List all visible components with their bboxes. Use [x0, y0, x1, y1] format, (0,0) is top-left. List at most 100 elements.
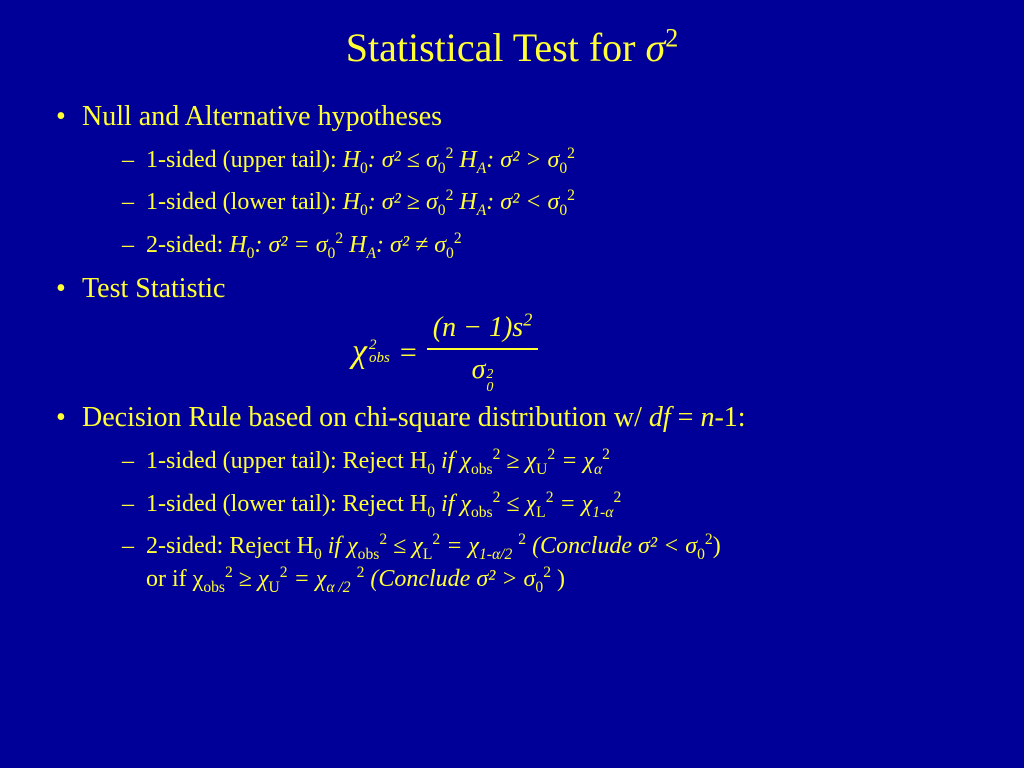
sub: 0: [559, 202, 567, 219]
rule-upper: 1-sided (upper tail): Reject H0 if χobs2…: [82, 445, 976, 477]
eq: = χ: [440, 533, 479, 559]
text: 1-sided (upper tail): Reject H: [146, 448, 427, 474]
sub: 0: [446, 245, 454, 262]
rel: : σ² > σ: [486, 147, 559, 173]
ha: H: [349, 232, 366, 258]
sub: obs: [358, 546, 380, 563]
slide-title: Statistical Test for σ2: [48, 24, 976, 71]
paren: (: [433, 312, 442, 343]
n: n: [700, 402, 714, 433]
or-if: or if χ: [146, 566, 203, 592]
s: s: [512, 312, 523, 343]
bullet-list: Null and Alternative hypotheses 1-sided …: [48, 99, 976, 595]
rule-lower: 1-sided (lower tail): Reject H0 if χobs 2…: [82, 488, 976, 520]
rel: ≥ χ: [500, 448, 536, 474]
chi: if χ: [435, 491, 471, 517]
rel: : σ² ≤ σ: [368, 147, 438, 173]
sup: 2: [454, 230, 462, 247]
title-sigma: σ: [646, 25, 666, 70]
df: df: [649, 402, 671, 433]
post: -1:: [714, 402, 745, 433]
sub: A: [477, 160, 487, 177]
sub: 0: [360, 202, 368, 219]
rule-2sided: 2-sided: Reject H0 if χobs2 ≤ χL2 = χ1-α…: [82, 530, 976, 595]
sub: obs: [369, 352, 390, 366]
minus1: − 1): [456, 312, 512, 343]
h0: H: [343, 189, 360, 215]
rel: : σ² < σ: [486, 189, 559, 215]
rel: : σ² = σ: [254, 232, 327, 258]
sup: 2: [613, 489, 621, 506]
sub-list-hypotheses: 1-sided (upper tail): H0: σ² ≤ σ02 HA: σ…: [82, 144, 976, 261]
sub: 1-α/2: [479, 546, 512, 563]
rel: ≤ χ: [387, 533, 423, 559]
eq: = χ: [288, 566, 327, 592]
sup: 2: [225, 564, 233, 581]
eq: = χ: [555, 448, 594, 474]
sup: 2: [543, 564, 551, 581]
sub: 0: [360, 160, 368, 177]
sup: 2: [280, 564, 288, 581]
sub: 0: [427, 461, 435, 478]
ha: H: [459, 147, 476, 173]
sup: 2: [335, 230, 343, 247]
heading-pre: Decision Rule based on chi-square distri…: [82, 402, 649, 433]
hyp-2sided: 2-sided: H0: σ² = σ02 HA: σ² ≠ σ02: [82, 229, 976, 261]
n: n: [442, 312, 456, 343]
formula-wrap: χ 2 obs = (n − 1)s2 σ20: [82, 310, 976, 394]
sigma-scripts: 20: [486, 369, 493, 394]
sub: A: [366, 245, 376, 262]
sub: 0: [427, 504, 435, 521]
sup: 2: [523, 310, 532, 330]
sub: 0: [697, 546, 705, 563]
label: 2-sided:: [146, 232, 229, 258]
bullet-decision-rule: Decision Rule based on chi-square distri…: [48, 400, 976, 595]
fraction: (n − 1)s2 σ20: [427, 310, 539, 394]
sub: 0: [486, 382, 493, 395]
rel: ≤ χ: [500, 491, 536, 517]
bullet-heading: Null and Alternative hypotheses: [82, 101, 442, 132]
denominator: σ20: [466, 350, 500, 394]
sub: obs: [471, 504, 493, 521]
sub: L: [536, 504, 546, 521]
bullet-hypotheses: Null and Alternative hypotheses 1-sided …: [48, 99, 976, 261]
eq: = χ: [553, 491, 592, 517]
h0: H: [343, 147, 360, 173]
chi: if χ: [322, 533, 358, 559]
bullet-test-statistic: Test Statistic χ 2 obs = (n − 1)s2: [48, 271, 976, 394]
sub: U: [536, 461, 547, 478]
sub: U: [269, 578, 280, 595]
text: 1-sided (lower tail): Reject H: [146, 491, 427, 517]
sub: 1-α: [592, 504, 613, 521]
close: ): [713, 533, 721, 559]
sub: obs: [203, 578, 225, 595]
close: ): [551, 566, 565, 592]
sup: 2: [567, 145, 575, 162]
chi: if χ: [435, 448, 471, 474]
slide: Statistical Test for σ2 Null and Alterna…: [0, 0, 1024, 768]
equals-sign: =: [400, 334, 417, 372]
sub: α: [594, 461, 602, 478]
sigma: σ: [472, 354, 486, 385]
concl: (Conclude σ² < σ: [526, 533, 697, 559]
sub: 0: [559, 160, 567, 177]
sup: 2: [567, 187, 575, 204]
sup: 2: [705, 531, 713, 548]
chi-scripts: 2 obs: [369, 339, 390, 366]
chi-square-formula: χ 2 obs = (n − 1)s2 σ20: [352, 310, 538, 394]
eq: =: [671, 402, 701, 433]
title-text: Statistical Test for: [346, 25, 646, 70]
label: 1-sided (upper tail):: [146, 147, 343, 173]
ha: H: [459, 189, 476, 215]
sub: 0: [438, 202, 446, 219]
rel: : σ² ≥ σ: [368, 189, 438, 215]
text: 2-sided: Reject H: [146, 533, 314, 559]
hyp-upper: 1-sided (upper tail): H0: σ² ≤ σ02 HA: σ…: [82, 144, 976, 176]
rel: : σ² ≠ σ: [376, 232, 446, 258]
label: 1-sided (lower tail):: [146, 189, 343, 215]
sub: A: [477, 202, 487, 219]
sub-list-decision: 1-sided (upper tail): Reject H0 if χobs2…: [82, 445, 976, 595]
rel: ≥ χ: [233, 566, 269, 592]
h0: H: [229, 232, 246, 258]
numerator: (n − 1)s2: [427, 310, 539, 350]
